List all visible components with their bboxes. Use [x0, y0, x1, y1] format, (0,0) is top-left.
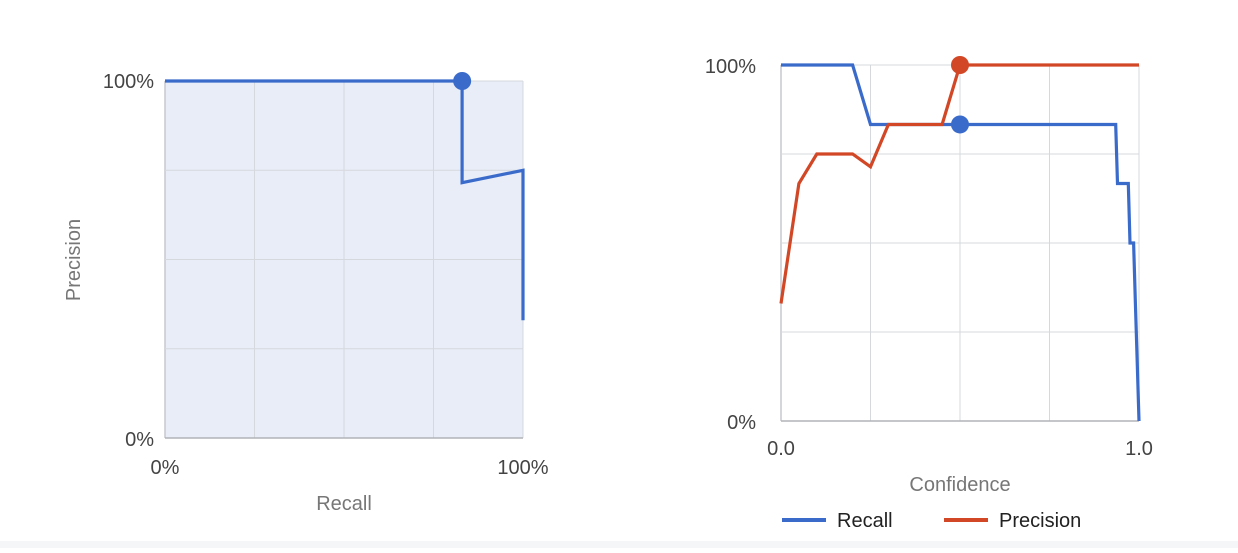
x-axis-title: Confidence: [909, 474, 1010, 496]
x-tick-label-0: 0%: [151, 457, 180, 479]
footer-strip: [0, 541, 1238, 548]
legend-item-precision: Precision: [944, 510, 1081, 532]
x-tick-label-0: 0.0: [767, 438, 795, 460]
series-group: [779, 56, 1141, 422]
series-line: [165, 79, 525, 321]
legend-label-precision: Precision: [999, 510, 1081, 532]
gridlines: [780, 64, 1140, 422]
x-tick-label-100: 100%: [497, 457, 548, 479]
series-line-recall: [781, 63, 1141, 422]
confidence-chart: 100% 0% 0.0 1.0 Confidence Recall Precis…: [705, 56, 1153, 532]
y-tick-label-100: 100%: [103, 71, 154, 93]
precision-recall-chart: 100% 0% 0% 100% Recall Precision: [63, 71, 549, 515]
legend-item-recall: Recall: [782, 510, 893, 532]
x-tick-label-1: 1.0: [1125, 438, 1153, 460]
y-tick-label-0: 0%: [727, 412, 756, 434]
y-tick-label-0: 0%: [125, 429, 154, 451]
highlight-point: [951, 56, 969, 74]
x-axis-title: Recall: [316, 493, 372, 515]
highlight-point: [453, 72, 472, 90]
legend-label-recall: Recall: [837, 510, 893, 532]
legend: Recall Precision: [782, 510, 1081, 532]
highlight-point: [951, 115, 969, 134]
y-axis-title: Precision: [63, 219, 85, 301]
y-tick-label-100: 100%: [705, 56, 756, 78]
series-group: [165, 72, 525, 321]
series-line-precision: [779, 63, 1139, 304]
